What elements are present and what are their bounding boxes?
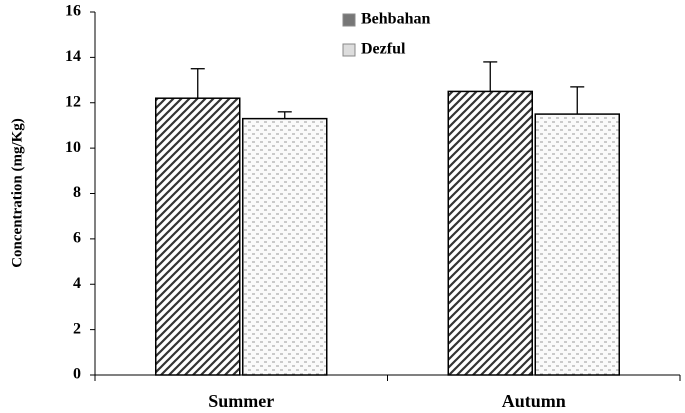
- y-tick-label: 0: [73, 366, 81, 383]
- x-tick-label: Summer: [208, 391, 274, 411]
- bar: [447, 90, 533, 376]
- bar: [242, 117, 328, 376]
- y-axis-label: Concentration (mg/Kg): [9, 118, 25, 268]
- y-tick-label: 16: [65, 3, 81, 20]
- bar: [155, 97, 241, 376]
- legend-label: Behbahan: [361, 11, 430, 28]
- legend-swatch: [342, 43, 356, 57]
- bar: [534, 113, 620, 376]
- y-tick-label: 12: [65, 93, 81, 110]
- y-tick-label: 8: [73, 184, 81, 201]
- y-tick-label: 2: [73, 320, 81, 337]
- legend-swatch: [342, 13, 356, 27]
- legend-label: Dezful: [361, 41, 406, 58]
- y-tick-label: 14: [65, 48, 81, 65]
- error-bar: [483, 61, 498, 92]
- y-tick-label: 4: [73, 275, 81, 292]
- y-tick-label: 10: [65, 139, 81, 156]
- error-bar: [570, 86, 585, 115]
- y-tick-label: 6: [73, 230, 81, 247]
- x-tick-label: Autumn: [502, 391, 566, 411]
- error-bar: [277, 111, 292, 119]
- error-bar: [190, 68, 205, 99]
